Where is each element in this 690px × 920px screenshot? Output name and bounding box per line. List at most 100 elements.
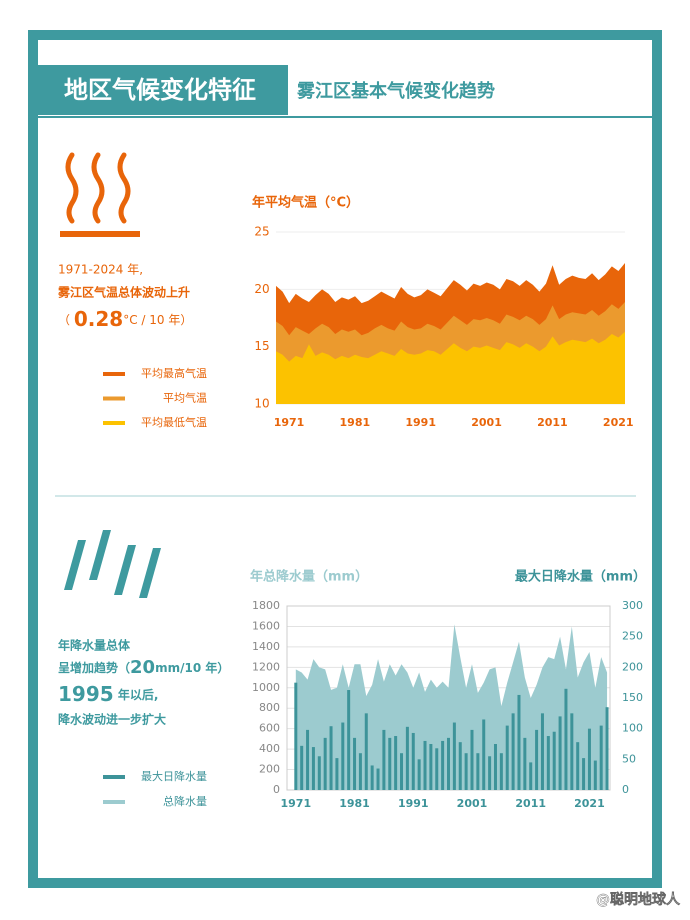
bar: [329, 726, 333, 790]
y-tick-label: 1000: [252, 681, 280, 694]
temp-note: 雾江区气温总体波动上升: [57, 285, 190, 300]
x-tick-label: 1991: [398, 797, 429, 810]
rain-note: 降水波动进一步扩大: [58, 712, 166, 727]
bar: [570, 713, 574, 790]
bar: [300, 745, 304, 790]
rain-note: 年降水量总体: [58, 638, 131, 653]
bar: [405, 726, 409, 790]
y-tick-label: 600: [259, 722, 280, 735]
x-tick-label: 1981: [340, 416, 371, 429]
y-tick-label: 1800: [252, 599, 280, 612]
x-tick-label: 1991: [405, 416, 436, 429]
y-tick-label: 20: [254, 282, 269, 296]
bar: [423, 740, 427, 790]
temp-note: 1971-2024 年,: [58, 263, 143, 277]
temp-rate-unit: °C / 10 年）: [123, 313, 192, 327]
bar: [335, 758, 339, 790]
y2-tick-label: 200: [622, 660, 643, 673]
bar: [582, 758, 586, 790]
bar: [376, 768, 380, 790]
y-tick-label: 10: [254, 397, 269, 411]
y-tick-label: 25: [254, 225, 269, 239]
y-tick-label: 800: [259, 701, 280, 714]
bar: [482, 719, 486, 790]
legend-label: 总降水量: [163, 794, 207, 808]
heat-icon: [60, 152, 140, 237]
y-tick-label: 15: [254, 339, 269, 353]
bar: [511, 713, 515, 790]
y-axis-title: 年总降水量（mm）: [250, 569, 368, 585]
bar: [417, 759, 421, 790]
x-tick-label: 2021: [574, 797, 605, 810]
bar: [429, 744, 433, 790]
bar: [576, 742, 580, 790]
bar: [523, 737, 527, 790]
bar: [347, 690, 351, 790]
temp-rate-open: （: [58, 313, 74, 327]
bar: [493, 744, 497, 790]
bar: [400, 753, 404, 790]
legend-label: 平均最低气温: [141, 415, 207, 429]
chart-title: 年平均气温（°C）: [252, 195, 359, 211]
bar: [540, 713, 544, 790]
watermark: @聪明地球人: [596, 891, 681, 908]
rain-note-text: mm/10 年）: [155, 660, 229, 675]
y-tick-label: 0: [273, 783, 280, 796]
rain-note-text: 呈增加趋势（: [58, 660, 130, 675]
x-tick-label: 1971: [280, 797, 311, 810]
bar: [382, 729, 386, 790]
temp-rate: （ 0.28°C / 10 年）: [58, 307, 192, 331]
bar: [517, 694, 521, 790]
bar: [499, 753, 503, 790]
bar: [564, 688, 568, 790]
bar: [488, 756, 492, 790]
title-box: [38, 65, 288, 115]
rain-note: 呈增加趋势（20mm/10 年）: [58, 657, 229, 678]
y2-axis-title: 最大日降水量（mm）: [515, 569, 646, 585]
subtitle: 雾江区基本气候变化趋势: [296, 80, 495, 102]
y2-tick-label: 250: [622, 630, 643, 643]
y-tick-label: 1400: [252, 640, 280, 653]
bar: [546, 736, 550, 790]
y2-tick-label: 100: [622, 722, 643, 735]
bar: [323, 737, 327, 790]
y-tick-label: 400: [259, 742, 280, 755]
y-tick-label: 1200: [252, 660, 280, 673]
bar: [452, 722, 456, 790]
bar: [558, 716, 562, 790]
bar: [476, 753, 480, 790]
bar: [353, 737, 357, 790]
bar: [294, 682, 298, 790]
bar: [370, 765, 374, 790]
bar: [593, 760, 597, 790]
x-tick-label: 2011: [537, 416, 568, 429]
bar: [447, 737, 450, 790]
rain-year: 1995: [58, 682, 114, 706]
bar: [505, 725, 509, 790]
y2-tick-label: 150: [622, 691, 643, 704]
bar: [411, 732, 415, 790]
legend-label: 平均最高气温: [141, 366, 207, 380]
x-tick-label: 2011: [515, 797, 546, 810]
bar: [599, 725, 603, 790]
x-tick-label: 1981: [339, 797, 370, 810]
y2-tick-label: 300: [622, 599, 643, 612]
bar: [587, 728, 591, 790]
y2-tick-label: 0: [622, 783, 629, 796]
y2-tick-label: 50: [622, 752, 636, 765]
bar: [394, 736, 398, 790]
rain-icon: [64, 530, 161, 598]
bar: [306, 729, 310, 790]
x-tick-label: 2021: [603, 416, 634, 429]
rain-note-text: 年以后,: [114, 687, 159, 702]
bar: [435, 748, 439, 790]
x-tick-label: 2001: [457, 797, 488, 810]
bar: [464, 753, 468, 790]
bar: [605, 707, 609, 790]
bar: [317, 756, 321, 790]
y-tick-label: 1600: [252, 619, 280, 632]
legend-label: 平均气温: [163, 391, 207, 405]
x-tick-label: 2001: [471, 416, 502, 429]
bar: [552, 731, 556, 790]
